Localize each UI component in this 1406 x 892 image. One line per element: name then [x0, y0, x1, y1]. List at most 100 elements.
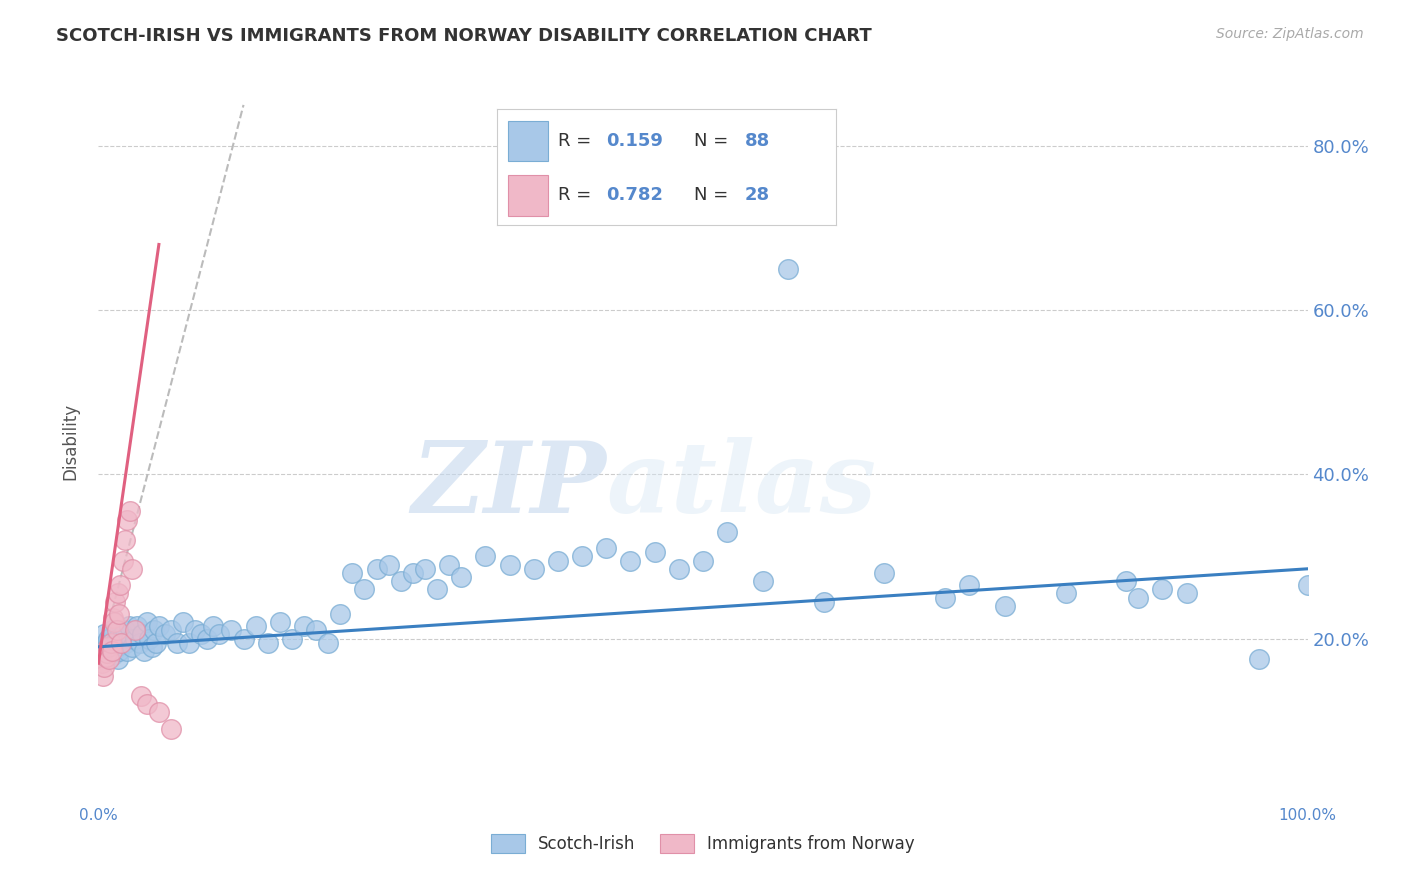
Point: [94, 649, 117, 664]
Point: [131, 627, 153, 641]
Point: [292, 619, 315, 633]
Point: [281, 632, 304, 646]
Point: [873, 566, 896, 580]
Point: [111, 627, 134, 641]
Point: [115, 636, 138, 650]
Point: [96, 640, 118, 654]
Text: ZIP: ZIP: [412, 437, 606, 533]
Point: [353, 582, 375, 597]
Point: [121, 562, 143, 576]
Point: [523, 562, 546, 576]
Point: [118, 504, 141, 518]
Point: [474, 549, 496, 564]
Point: [94, 636, 117, 650]
Point: [145, 636, 167, 650]
Point: [148, 619, 170, 633]
Point: [776, 262, 799, 277]
Point: [366, 562, 388, 576]
Point: [160, 624, 183, 638]
Point: [269, 615, 291, 630]
Point: [101, 611, 124, 625]
Point: [90, 652, 112, 666]
Point: [98, 641, 121, 656]
Point: [342, 566, 364, 580]
Point: [100, 636, 122, 650]
Point: [208, 627, 231, 641]
Point: [93, 660, 115, 674]
Point: [127, 619, 149, 633]
Point: [129, 689, 152, 703]
Point: [166, 636, 188, 650]
Point: [101, 648, 124, 662]
Point: [619, 553, 641, 567]
Point: [813, 594, 835, 608]
Point: [105, 632, 128, 646]
Point: [1249, 652, 1271, 666]
Text: Source: ZipAtlas.com: Source: ZipAtlas.com: [1216, 27, 1364, 41]
Point: [100, 644, 122, 658]
Point: [108, 578, 131, 592]
Point: [143, 624, 166, 638]
Point: [114, 624, 136, 638]
Point: [179, 636, 201, 650]
Point: [994, 599, 1017, 613]
Point: [402, 566, 425, 580]
Point: [118, 619, 141, 633]
Point: [104, 636, 127, 650]
Point: [957, 578, 980, 592]
Point: [426, 582, 449, 597]
Point: [103, 644, 125, 658]
Point: [97, 640, 120, 654]
Point: [135, 615, 157, 630]
Point: [160, 722, 183, 736]
Text: atlas: atlas: [606, 437, 876, 533]
Point: [752, 574, 775, 588]
Point: [107, 586, 129, 600]
Point: [153, 627, 176, 641]
Point: [329, 607, 352, 621]
Point: [111, 553, 134, 567]
Point: [138, 632, 160, 646]
Point: [1054, 586, 1077, 600]
Point: [110, 636, 132, 650]
Point: [305, 624, 328, 638]
Point: [117, 644, 139, 658]
Point: [105, 624, 128, 638]
Point: [498, 558, 520, 572]
Point: [232, 632, 254, 646]
Point: [595, 541, 617, 556]
Point: [1128, 591, 1150, 605]
Point: [644, 545, 666, 559]
Point: [389, 574, 412, 588]
Text: SCOTCH-IRISH VS IMMIGRANTS FROM NORWAY DISABILITY CORRELATION CHART: SCOTCH-IRISH VS IMMIGRANTS FROM NORWAY D…: [56, 27, 872, 45]
Point: [91, 657, 114, 671]
Point: [450, 570, 472, 584]
Point: [134, 644, 156, 658]
Point: [108, 638, 131, 652]
Point: [103, 615, 125, 630]
Point: [100, 624, 122, 638]
Point: [121, 640, 143, 654]
Point: [108, 644, 131, 658]
Point: [1115, 574, 1137, 588]
Point: [93, 627, 115, 641]
Point: [190, 627, 212, 641]
Point: [716, 524, 738, 539]
Point: [98, 652, 121, 666]
Point: [437, 558, 460, 572]
Point: [571, 549, 593, 564]
Point: [110, 633, 132, 648]
Point: [184, 624, 207, 638]
Point: [97, 632, 120, 646]
Y-axis label: Disability: Disability: [62, 403, 80, 480]
Point: [413, 562, 436, 576]
Legend: Scotch-Irish, Immigrants from Norway: Scotch-Irish, Immigrants from Norway: [485, 827, 921, 860]
Point: [124, 632, 146, 646]
Point: [117, 512, 139, 526]
Point: [104, 594, 127, 608]
Point: [202, 619, 225, 633]
Point: [114, 533, 136, 547]
Point: [148, 706, 170, 720]
Point: [1152, 582, 1174, 597]
Point: [141, 640, 163, 654]
